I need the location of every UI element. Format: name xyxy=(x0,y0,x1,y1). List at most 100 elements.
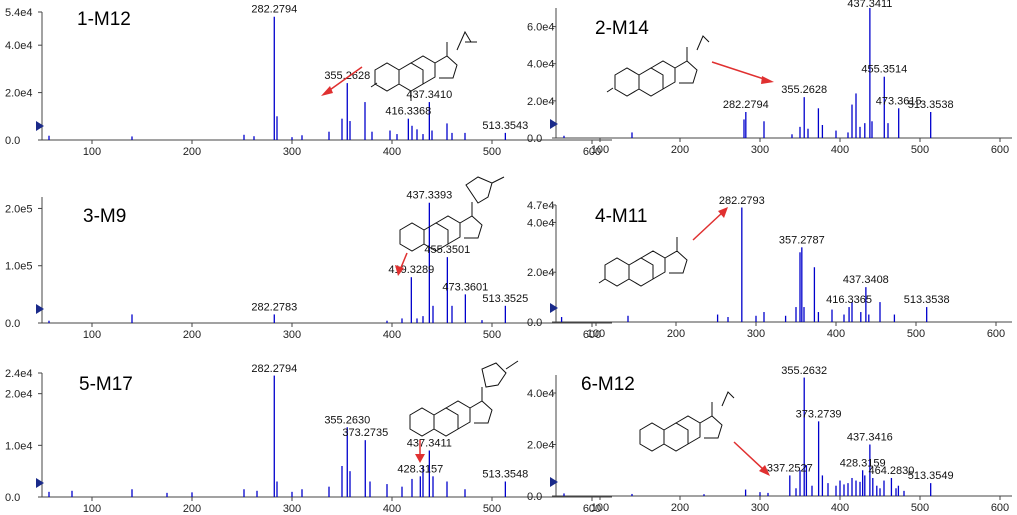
baseline-marker xyxy=(550,119,558,129)
molecule-structure-1 xyxy=(370,30,477,101)
x-tick-label: 300 xyxy=(751,502,769,514)
x-tick-label: 600 xyxy=(987,328,1005,340)
y-tick-label: 6.0e4 xyxy=(527,22,555,34)
spectrum-panel-3: 100 200 300 400 500 600 0.0 1.0e5 2.0e5 437.3393 4… xyxy=(5,190,612,341)
peak-label: 513.3538 xyxy=(904,294,950,306)
arrow-6 xyxy=(733,441,770,476)
x-tick-label: 200 xyxy=(183,146,201,158)
peak-label: 437.3411 xyxy=(847,0,892,10)
x-tick-label: 200 xyxy=(667,328,685,340)
y-tick-label: 1.0e5 xyxy=(5,261,33,273)
peak-label: 428.3159 xyxy=(840,457,886,469)
peak-label: 437.3410 xyxy=(406,89,452,101)
panel-title: 3-M9 xyxy=(83,206,126,227)
peak-label: 513.3538 xyxy=(908,99,954,111)
spectrum-panel-2: 100 200 300 400 500 600 0.0 2.0e4 4.0e4 6.0e4 437.… xyxy=(527,0,1012,156)
x-tick-label: 600 xyxy=(583,146,601,158)
y-tick-label: 4.0e4 xyxy=(527,217,555,229)
molecule-structure-4 xyxy=(598,237,688,287)
peak-label: 513.3549 xyxy=(908,470,954,482)
x-tick-label: 100 xyxy=(591,144,609,156)
y-tick-label: 0.0 xyxy=(5,135,20,147)
x-tick-label: 400 xyxy=(831,502,849,514)
peak-label: 437.3393 xyxy=(406,190,452,202)
x-tick-label: 300 xyxy=(283,503,301,515)
x-tick-label: 300 xyxy=(283,146,301,158)
peak-label: 357.2787 xyxy=(779,234,825,246)
molecule-structure-5 xyxy=(409,360,519,437)
x-tick-label: 600 xyxy=(991,144,1009,156)
arrow-5 xyxy=(415,440,425,463)
peak-label: 337.2527 xyxy=(767,462,813,474)
x-tick-label: 300 xyxy=(747,328,765,340)
peak-label: 437.3408 xyxy=(843,274,889,286)
peak-label: 513.3525 xyxy=(482,293,528,305)
peak-label: 355.2630 xyxy=(324,414,370,426)
peak-label: 455.3501 xyxy=(424,244,470,256)
y-tick-label: 2.0e5 xyxy=(5,203,33,215)
peak-label: 473.3615 xyxy=(876,95,922,107)
peak-label: 473.3601 xyxy=(442,281,488,293)
peak-label: 464.2830 xyxy=(868,465,914,477)
peak-label: 282.2793 xyxy=(719,195,765,207)
x-tick-label: 500 xyxy=(483,146,501,158)
y-tick-label: 2.0e4 xyxy=(527,96,555,108)
peak-label: 282.2794 xyxy=(251,4,297,16)
arrow-1 xyxy=(321,66,363,96)
panel-title: 2-M14 xyxy=(595,18,649,39)
x-tick-label: 200 xyxy=(183,503,201,515)
spectrum-panel-6: 100 200 300 400 500 600 0.0 2.0e4 4.0e4 355.2632 3… xyxy=(527,365,1012,514)
molecule-structure-3 xyxy=(399,176,505,252)
y-tick-label: 0.0 xyxy=(5,492,20,504)
y-tick-label: 1.0e4 xyxy=(5,440,33,452)
x-tick-label: 200 xyxy=(671,144,689,156)
y-tick-label: 4.0e4 xyxy=(527,59,555,71)
molecule-structure-2 xyxy=(606,35,710,97)
peak-label: 355.2628 xyxy=(781,84,827,96)
y-tick-label: 2.0e4 xyxy=(527,440,555,452)
x-tick-label: 200 xyxy=(183,329,201,341)
y-tick-label: 4.0e4 xyxy=(527,388,555,400)
y-tick-label: 0.0 xyxy=(527,317,542,329)
peak-label: 282.2794 xyxy=(251,363,297,375)
x-tick-label: 400 xyxy=(383,503,401,515)
x-tick-label: 500 xyxy=(907,328,925,340)
peak-label: 455.3514 xyxy=(861,64,907,76)
peak-label: 428.3157 xyxy=(397,463,443,475)
peak-label: 437.3411 xyxy=(407,438,452,450)
x-tick-label: 100 xyxy=(83,503,101,515)
y-tick-label: 0.0 xyxy=(527,491,542,503)
peak-label: 373.2735 xyxy=(342,427,388,439)
x-tick-label: 500 xyxy=(911,144,929,156)
peak-label: 282.2783 xyxy=(251,301,297,313)
x-tick-label: 100 xyxy=(83,329,101,341)
y-tick-label: 4.0e4 xyxy=(5,40,33,52)
molecule-structure-6 xyxy=(639,391,735,452)
y-tick-label: 0.0 xyxy=(5,318,20,330)
spectrum-panel-1: 100 200 300 400 500 600 0.0 2.0e4 4.0e4 5.4e4 282.… xyxy=(5,4,612,158)
peak-label: 355.2632 xyxy=(781,365,827,377)
peak-label: 419.3289 xyxy=(388,264,434,276)
peak-label: 513.3543 xyxy=(482,120,528,132)
peak-label: 437.3416 xyxy=(847,432,893,444)
x-tick-label: 100 xyxy=(587,328,605,340)
peak-label: 355.2628 xyxy=(324,70,370,82)
panel-title: 1-M12 xyxy=(77,9,131,30)
spectrum-panel-4: 100 200 300 400 500 600 0.0 2.0e4 4.0e4 4.7e4 282.… xyxy=(527,195,1012,340)
x-tick-label: 400 xyxy=(383,146,401,158)
arrow-4 xyxy=(692,207,728,241)
x-tick-label: 100 xyxy=(591,502,609,514)
arrow-3 xyxy=(395,252,408,276)
y-tick-label: 4.7e4 xyxy=(527,200,555,212)
x-tick-label: 600 xyxy=(583,503,601,515)
y-tick-label: 2.0e4 xyxy=(5,389,33,401)
x-tick-label: 400 xyxy=(827,328,845,340)
x-tick-label: 400 xyxy=(383,329,401,341)
x-tick-label: 600 xyxy=(583,329,601,341)
y-tick-label: 2.0e4 xyxy=(527,267,555,279)
arrow-2 xyxy=(711,61,774,84)
x-tick-label: 500 xyxy=(483,329,501,341)
baseline-marker xyxy=(550,477,558,487)
baseline-marker xyxy=(36,478,44,488)
